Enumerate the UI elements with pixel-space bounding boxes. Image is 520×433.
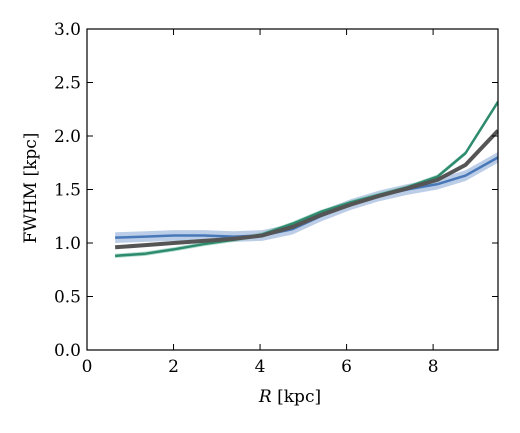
x-tick-label: 6 bbox=[341, 357, 352, 377]
x-axis-label-symbol: R bbox=[258, 387, 272, 407]
series-3-line bbox=[114, 129, 498, 250]
series-2-line bbox=[115, 101, 498, 258]
series-group bbox=[114, 99, 498, 258]
y-tick-label: 0.0 bbox=[54, 341, 81, 361]
y-tick-label: 3.0 bbox=[54, 20, 81, 40]
plot-area bbox=[114, 99, 498, 258]
y-tick-label: 2.5 bbox=[54, 74, 81, 94]
x-axis-label: R [kpc] bbox=[258, 387, 321, 407]
x-tick-label: 4 bbox=[255, 357, 266, 377]
y-axis-label: FWHM [kpc] bbox=[21, 133, 41, 244]
y-tick-label: 1.0 bbox=[54, 234, 81, 254]
y-tick-label: 1.5 bbox=[54, 181, 81, 201]
y-tick-label: 0.5 bbox=[54, 288, 81, 308]
x-tick-label: 8 bbox=[428, 357, 439, 377]
series-1-band bbox=[115, 152, 498, 243]
axes: 0 2 4 6 8 0.0 0.5 1.0 1.5 2.0 2.5 3.0 bbox=[54, 20, 499, 377]
x-axis-label-unit: [kpc] bbox=[272, 387, 321, 407]
y-tick-label: 2.0 bbox=[54, 127, 81, 147]
x-tick-label: 2 bbox=[168, 357, 179, 377]
x-tick-label: 0 bbox=[82, 357, 93, 377]
